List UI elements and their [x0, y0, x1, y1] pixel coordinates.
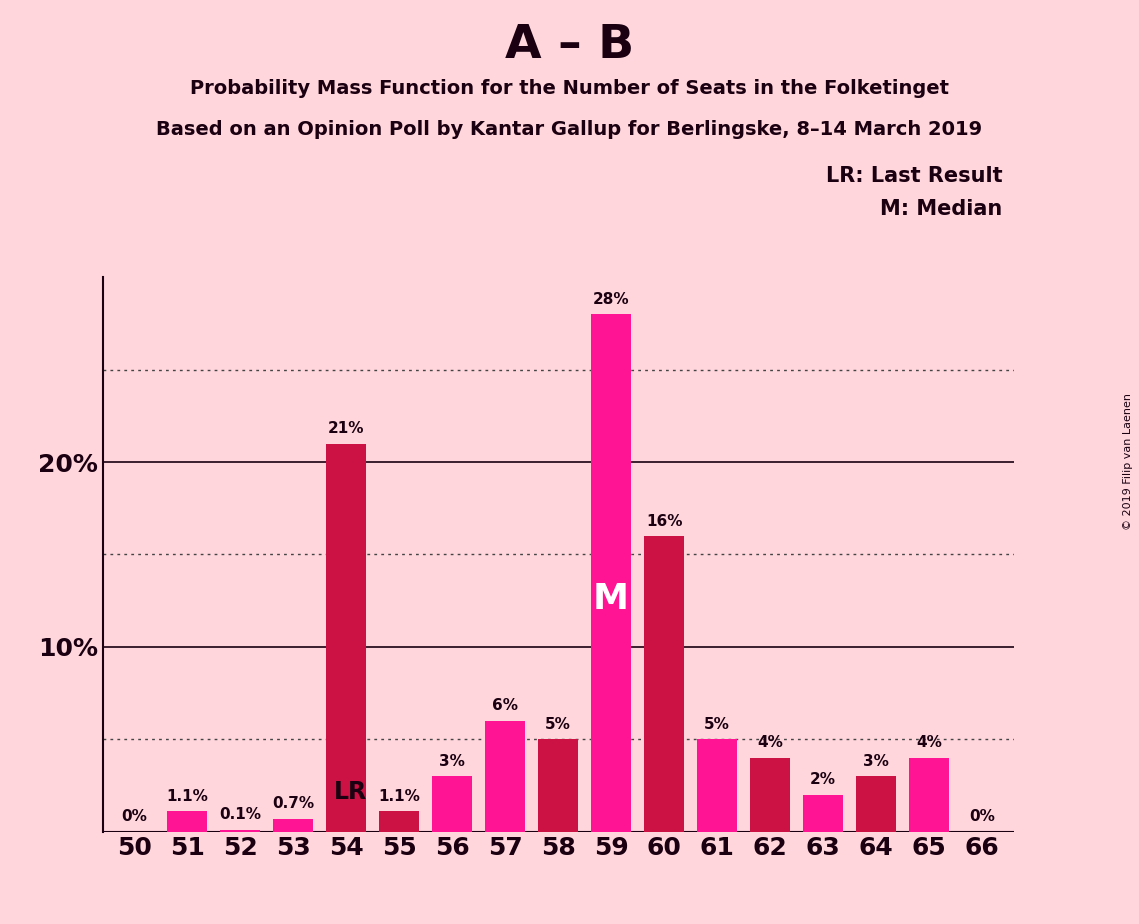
Text: © 2019 Filip van Laenen: © 2019 Filip van Laenen — [1123, 394, 1133, 530]
Text: 0%: 0% — [969, 809, 994, 824]
Bar — [539, 739, 577, 832]
Text: LR: Last Result: LR: Last Result — [826, 166, 1002, 187]
Text: M: Median: M: Median — [880, 199, 1002, 219]
Bar — [379, 811, 419, 832]
Bar — [697, 739, 737, 832]
Text: 5%: 5% — [704, 717, 730, 732]
Bar — [273, 819, 313, 832]
Bar — [645, 536, 683, 832]
Bar — [591, 314, 631, 832]
Text: A – B: A – B — [505, 23, 634, 68]
Bar — [751, 758, 789, 832]
Text: 6%: 6% — [492, 699, 518, 713]
Text: LR: LR — [334, 780, 368, 804]
Text: 3%: 3% — [440, 754, 465, 769]
Text: Based on an Opinion Poll by Kantar Gallup for Berlingske, 8–14 March 2019: Based on an Opinion Poll by Kantar Gallu… — [156, 120, 983, 140]
Text: 16%: 16% — [646, 514, 682, 529]
Text: 0%: 0% — [122, 809, 147, 824]
Bar — [485, 721, 525, 832]
Bar — [857, 776, 896, 832]
Bar — [909, 758, 949, 832]
Bar — [167, 811, 207, 832]
Bar — [433, 776, 472, 832]
Text: 1.1%: 1.1% — [166, 789, 208, 804]
Bar — [327, 444, 366, 832]
Text: M: M — [593, 582, 629, 615]
Text: 4%: 4% — [916, 736, 942, 750]
Text: 0.7%: 0.7% — [272, 796, 314, 811]
Text: 4%: 4% — [757, 736, 782, 750]
Text: 28%: 28% — [592, 292, 630, 307]
Text: 2%: 2% — [810, 772, 836, 787]
Bar — [220, 830, 260, 832]
Text: 0.1%: 0.1% — [219, 808, 261, 822]
Text: 21%: 21% — [328, 421, 364, 436]
Text: 3%: 3% — [863, 754, 888, 769]
Bar — [803, 795, 843, 832]
Text: 5%: 5% — [546, 717, 571, 732]
Text: Probability Mass Function for the Number of Seats in the Folketinget: Probability Mass Function for the Number… — [190, 79, 949, 98]
Text: 1.1%: 1.1% — [378, 789, 420, 804]
